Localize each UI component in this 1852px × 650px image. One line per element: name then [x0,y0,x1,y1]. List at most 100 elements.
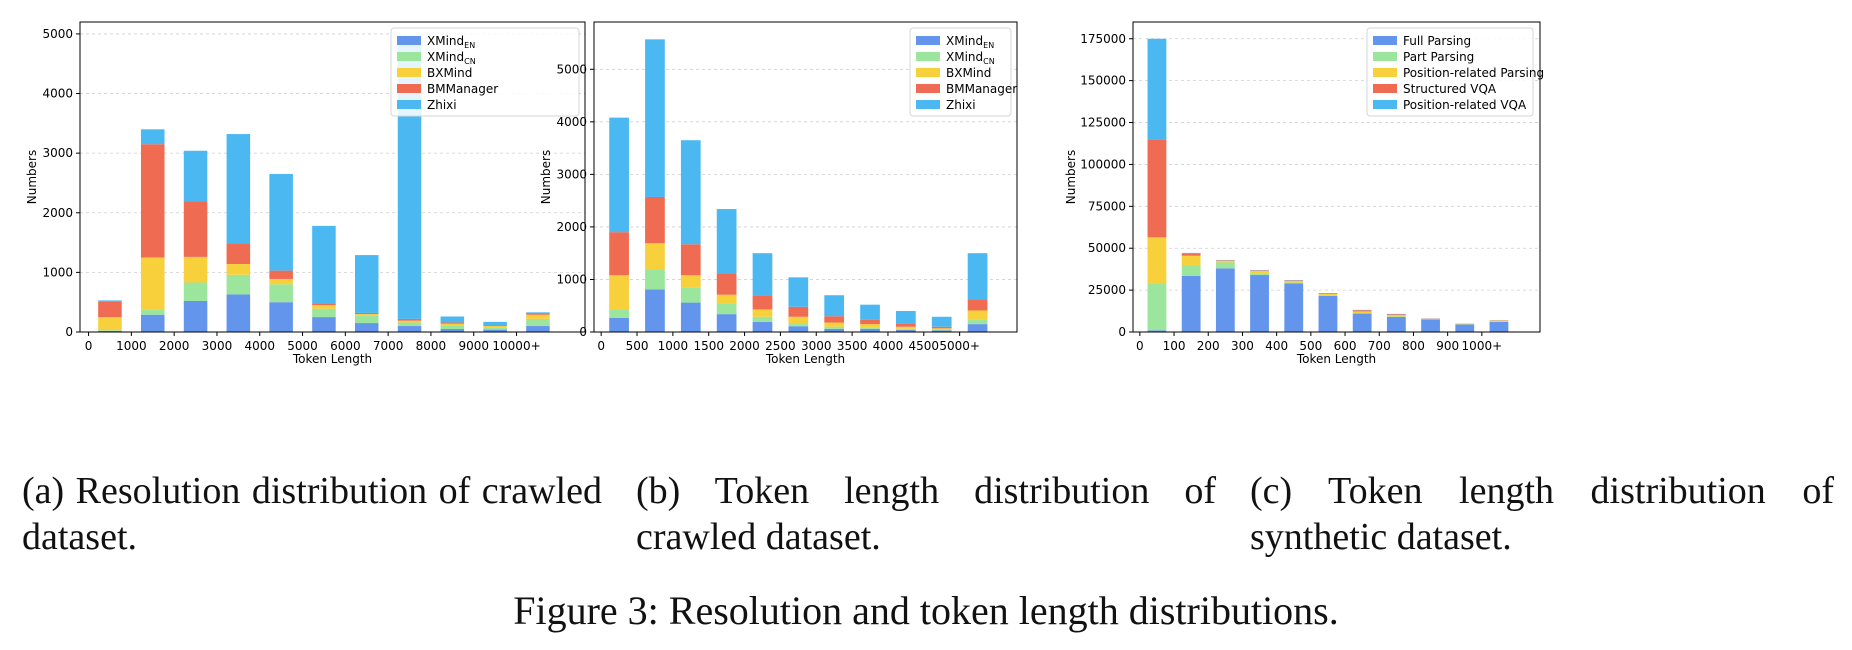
bar-segment [1318,293,1338,296]
plot-frame [79,21,586,333]
bar-segment [354,314,379,316]
bar-segment [752,253,773,296]
bar-segment [312,303,336,306]
bar-segment [860,319,880,325]
x-tick-label: 700 [1368,339,1391,353]
bar-segment [860,328,880,332]
bar-segment [788,326,809,332]
bar-segment [788,323,809,327]
legend-label: XMindCN [946,50,995,66]
bar-segment [1147,283,1167,331]
bar-segment [440,322,465,324]
bar-segment [183,256,208,283]
x-tick-label: 4000 [244,339,275,353]
y-tick-label: 150000 [1080,74,1126,88]
legend-swatch [1373,84,1397,93]
bar-segment [680,287,701,303]
bar-segment [1215,262,1235,269]
legend-label: XMindEN [946,34,994,50]
bar-segment [1215,260,1235,263]
bar-segment [931,326,952,329]
x-tick-label: 4000 [873,339,904,353]
bar-segment [1386,316,1406,317]
bar-segment [483,329,507,332]
bar-segment [526,314,550,319]
y-tick-label: 2000 [42,206,73,220]
bar-segment [1284,283,1304,332]
bar-segment [183,301,208,332]
bar-segment [1386,316,1406,332]
bar-segment [609,309,629,318]
bar-segment [931,330,952,332]
y-axis-label: Numbers [539,150,553,204]
y-tick-label: 3000 [556,167,587,181]
bar-segment [1318,295,1338,332]
bar-segment [354,315,379,324]
bar-segment [1489,321,1509,332]
y-tick-label: 1000 [556,272,587,286]
legend-swatch [397,36,421,45]
legend-swatch [1373,36,1397,45]
x-tick-label: 900 [1436,339,1459,353]
x-tick-label: 0 [1136,339,1144,353]
plot-frame [1132,21,1541,333]
x-tick-label: 3500 [837,339,868,353]
bar-segment [354,312,379,315]
legend-swatch [1373,52,1397,61]
bar-segment [788,306,809,317]
bar-segment [1181,275,1201,332]
bar-segment [440,329,465,332]
bar-segment [269,278,293,285]
bar-segment [397,318,422,321]
bar-segment [440,323,465,326]
bar-segment [824,328,845,332]
bar-segment [824,322,845,327]
bar-segment [526,318,550,327]
bar-segment [1250,275,1269,332]
legend-label: Position-related VQA [1403,98,1527,112]
y-tick-label: 125000 [1080,116,1126,130]
legend-box [1366,27,1534,117]
bar-segment [483,327,507,330]
bar-segment [752,316,773,323]
bar-segment [183,150,208,202]
bar-segment [680,275,701,288]
bar-segment [609,117,629,233]
bar-segment [824,326,845,329]
bar-segment [226,274,251,295]
bar-segment [1215,268,1235,332]
bar-segment [526,326,550,332]
bar-segment [1181,264,1201,276]
bar-segment [1284,280,1304,283]
bar-segment [1250,270,1269,274]
y-tick-label: 5000 [556,62,587,76]
legend-label: Position-related Parsing [1403,66,1544,80]
x-tick-label: 7000 [373,339,404,353]
legend-label: BMManager [946,82,1017,96]
bar-segment [226,264,251,275]
caption-b: (b) Token length distribution of crawled… [636,470,1216,558]
x-tick-label: 4500 [909,339,940,353]
bar-segment [752,309,773,317]
x-tick-label: 5000 [287,339,318,353]
bar-segment [1147,139,1167,238]
bar-segment [226,294,251,332]
bar-segment [440,325,465,330]
x-tick-label: 3000 [202,339,233,353]
bar-segment [609,275,629,310]
bar-segment [967,310,988,320]
y-axis-label: Numbers [1064,150,1078,204]
x-axis-label: Token Length [1296,352,1376,366]
legend-swatch [1373,68,1397,77]
bar-segment [98,330,122,332]
bar-segment [1352,311,1372,314]
y-tick-label: 4000 [42,87,73,101]
bar-segment [788,316,809,324]
bar-segment [526,313,550,315]
bar-segment [716,294,737,304]
chart-a-resolution-distribution: 0 1000 2000 3000 4000 5000 0 1000 2000 3000 4000 50… [25,21,586,366]
bar-segment [312,317,336,332]
legend-swatch [397,52,421,61]
bar-segment [896,323,916,327]
